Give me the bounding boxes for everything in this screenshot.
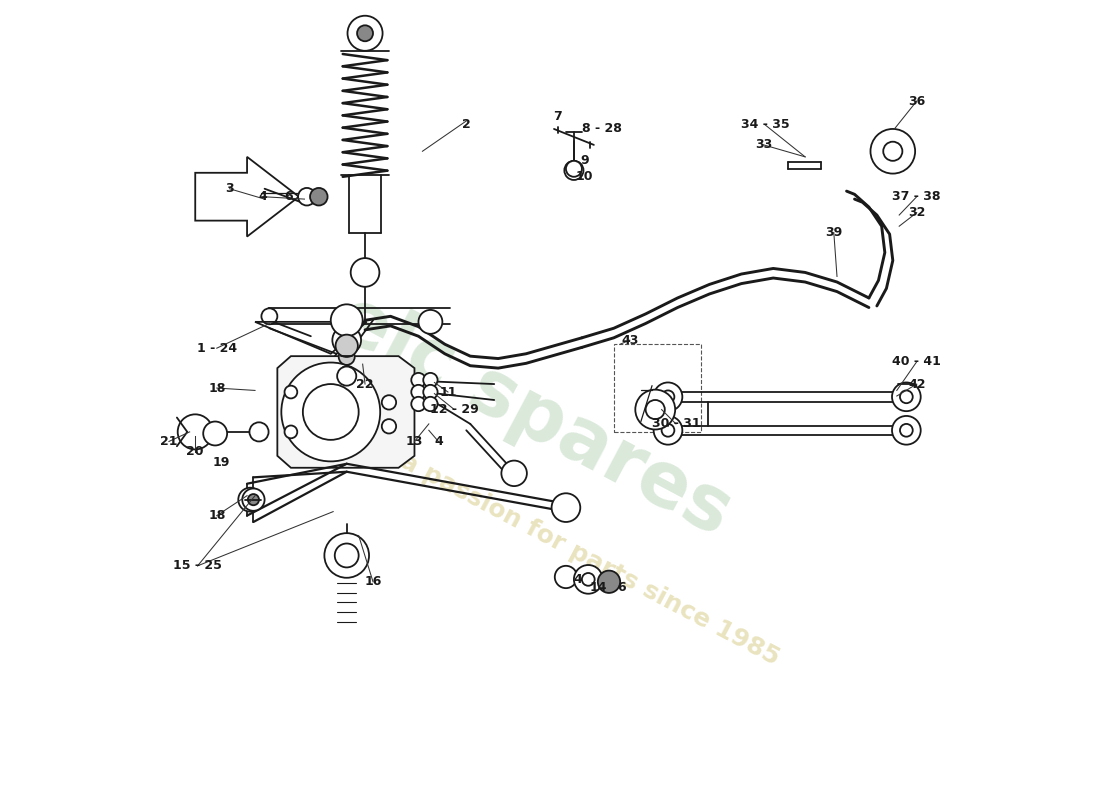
Text: 10: 10 [575, 170, 593, 183]
Circle shape [411, 373, 426, 387]
Circle shape [653, 382, 682, 411]
Text: 18: 18 [208, 509, 226, 522]
Text: 4: 4 [434, 435, 443, 448]
Circle shape [248, 494, 258, 506]
Circle shape [250, 422, 268, 442]
Circle shape [661, 390, 674, 403]
Circle shape [870, 129, 915, 174]
Text: 14: 14 [590, 581, 606, 594]
Text: 22: 22 [356, 378, 374, 390]
Circle shape [298, 188, 316, 206]
Circle shape [424, 373, 438, 387]
Text: 4: 4 [258, 190, 267, 203]
Circle shape [382, 419, 396, 434]
Circle shape [411, 385, 426, 399]
Circle shape [551, 494, 581, 522]
Circle shape [336, 334, 358, 357]
Circle shape [900, 390, 913, 403]
Circle shape [302, 384, 359, 440]
Circle shape [262, 308, 277, 324]
Circle shape [646, 400, 664, 419]
Circle shape [892, 382, 921, 411]
Polygon shape [195, 157, 299, 237]
Circle shape [502, 461, 527, 486]
Text: 33: 33 [755, 138, 772, 151]
Circle shape [351, 258, 380, 286]
Circle shape [339, 349, 354, 365]
Circle shape [424, 385, 438, 399]
Text: 40 - 41: 40 - 41 [892, 355, 942, 368]
Circle shape [892, 416, 921, 445]
Circle shape [636, 390, 675, 430]
Circle shape [661, 424, 674, 437]
Circle shape [239, 488, 262, 512]
Circle shape [204, 422, 227, 446]
Circle shape [285, 386, 297, 398]
Text: 43: 43 [621, 334, 638, 346]
Circle shape [285, 426, 297, 438]
Text: 7: 7 [553, 110, 562, 123]
Bar [614, 344, 702, 432]
Circle shape [418, 310, 442, 334]
Text: 11: 11 [439, 386, 456, 398]
Text: 4: 4 [573, 573, 582, 586]
Circle shape [331, 304, 363, 336]
Circle shape [554, 566, 578, 588]
Text: 32: 32 [908, 206, 925, 219]
Circle shape [348, 16, 383, 51]
Text: 15 - 25: 15 - 25 [173, 559, 222, 572]
Circle shape [424, 397, 438, 411]
Circle shape [574, 565, 603, 594]
Circle shape [900, 424, 913, 437]
Text: 21: 21 [161, 435, 178, 448]
Text: 18: 18 [208, 382, 226, 394]
Text: 16: 16 [364, 575, 382, 588]
Circle shape [334, 543, 359, 567]
Text: 36: 36 [909, 94, 925, 107]
Text: 20: 20 [187, 446, 204, 458]
Circle shape [582, 573, 595, 586]
Circle shape [653, 416, 682, 445]
Circle shape [337, 366, 356, 386]
Text: 3: 3 [226, 182, 234, 195]
Text: a passion for parts since 1985: a passion for parts since 1985 [396, 449, 783, 670]
Text: 13: 13 [406, 435, 424, 448]
Circle shape [310, 188, 328, 206]
Text: 2: 2 [462, 118, 471, 131]
Circle shape [358, 26, 373, 42]
Circle shape [324, 533, 369, 578]
Circle shape [564, 161, 583, 180]
Text: 8 - 28: 8 - 28 [582, 122, 621, 135]
Circle shape [242, 489, 265, 511]
Circle shape [178, 414, 212, 450]
Circle shape [382, 395, 396, 410]
Text: 19: 19 [213, 456, 230, 469]
Circle shape [332, 326, 361, 354]
Circle shape [565, 161, 582, 177]
Circle shape [883, 142, 902, 161]
Text: 34 - 35: 34 - 35 [741, 118, 790, 131]
Text: 6: 6 [617, 581, 626, 594]
Text: 9: 9 [580, 154, 588, 167]
Text: 42: 42 [908, 378, 925, 390]
Circle shape [411, 397, 426, 411]
Text: 12 - 29: 12 - 29 [430, 403, 478, 416]
Text: 6: 6 [284, 190, 293, 203]
Text: 30 - 31: 30 - 31 [651, 418, 701, 430]
Text: 37 - 38: 37 - 38 [892, 190, 940, 203]
Circle shape [282, 362, 381, 462]
Text: elc spares: elc spares [324, 281, 744, 551]
Polygon shape [277, 356, 415, 468]
Circle shape [597, 570, 620, 593]
Text: 1 - 24: 1 - 24 [197, 342, 236, 354]
Text: 39: 39 [825, 226, 843, 239]
